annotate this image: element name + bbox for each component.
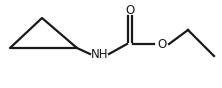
Text: O: O: [157, 37, 167, 51]
Text: NH: NH: [91, 48, 109, 61]
Text: O: O: [125, 4, 135, 17]
